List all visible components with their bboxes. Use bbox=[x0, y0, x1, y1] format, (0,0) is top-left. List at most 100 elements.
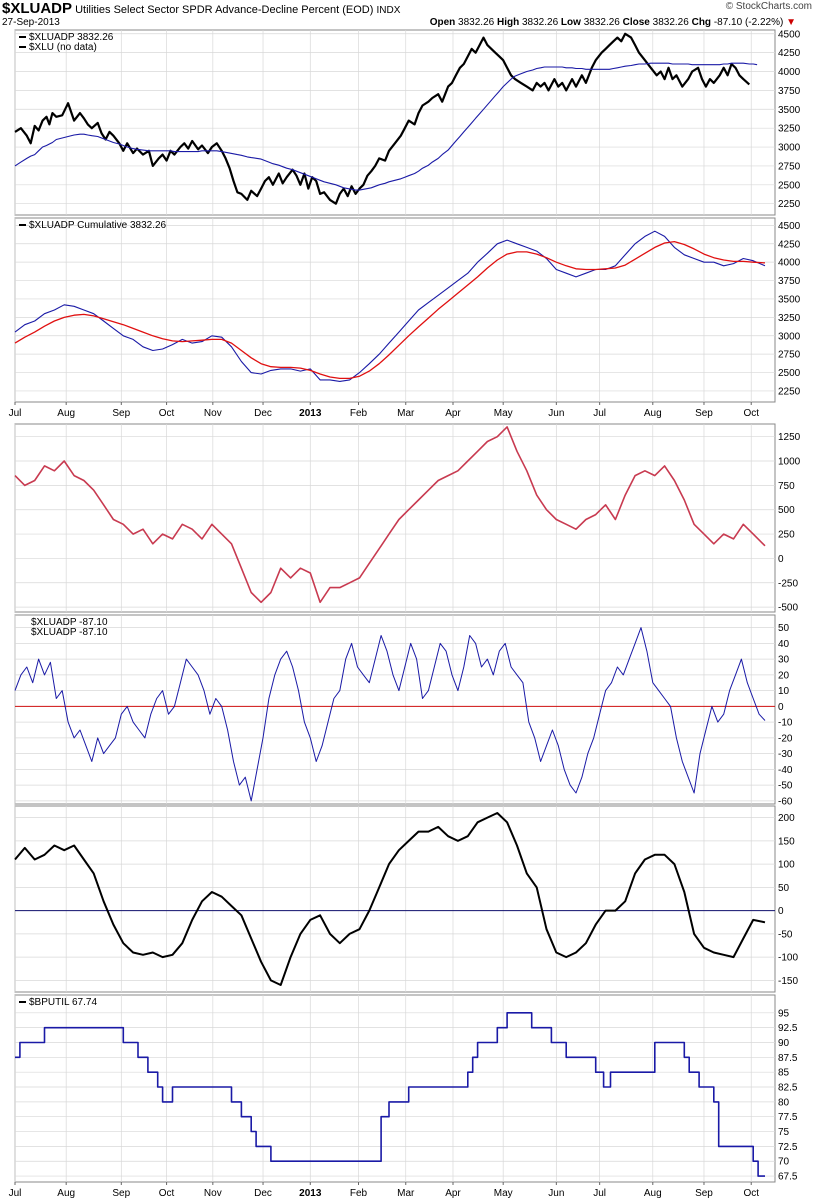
x-tick-label: Nov bbox=[204, 1188, 222, 1199]
low-label: Low bbox=[560, 17, 581, 28]
y-tick-label: 20 bbox=[778, 670, 790, 681]
y-tick-label: -20 bbox=[778, 733, 793, 744]
y-tick-label: 3250 bbox=[778, 124, 801, 135]
y-tick-label: 30 bbox=[778, 655, 790, 666]
panel-4: -60 -50 -40 -30 -20 -10 0 10 20 30 40 50 $XLUADP -87… bbox=[14, 614, 793, 807]
series-line--xluadp bbox=[14, 426, 766, 604]
y-tick-label: -30 bbox=[778, 749, 793, 760]
y-tick-label: 82.5 bbox=[778, 1083, 798, 1094]
x-tick-label: Aug bbox=[644, 1188, 662, 1199]
y-tick-label: 3750 bbox=[778, 86, 801, 97]
x-tick-label: Jun bbox=[548, 1188, 564, 1199]
y-tick-label: -500 bbox=[778, 603, 798, 614]
x-tick-label: Sep bbox=[112, 1188, 130, 1199]
series-line-ma bbox=[14, 240, 766, 380]
date-label: 27-Sep-2013 bbox=[2, 17, 60, 28]
y-tick-label: 3500 bbox=[778, 105, 801, 116]
x-tick-label: Jul bbox=[9, 408, 22, 419]
x-tick-label: Feb bbox=[350, 1188, 368, 1199]
panel-1: 2250 2500 2750 3000 3250 3500 3750 4000 4250 4500… bbox=[14, 29, 801, 216]
y-tick-label: 150 bbox=[778, 836, 795, 847]
y-tick-label: 92.5 bbox=[778, 1023, 798, 1034]
x-tick-label: Feb bbox=[350, 408, 368, 419]
series-line--xluadp bbox=[14, 627, 766, 802]
y-tick-label: 3000 bbox=[778, 331, 801, 342]
y-tick-label: -40 bbox=[778, 765, 793, 776]
x-tick-label: Oct bbox=[159, 1188, 175, 1199]
panel-5: -150 -100 -50 0 50 100 150 200 bbox=[14, 805, 798, 993]
y-tick-label: 1250 bbox=[778, 432, 801, 443]
y-tick-label: 80 bbox=[778, 1097, 790, 1108]
ohlc-strip: Open 3832.26 High 3832.26 Low 3832.26 Cl… bbox=[430, 17, 796, 28]
y-tick-label: 75 bbox=[778, 1127, 790, 1138]
close-value: 3832.26 bbox=[652, 17, 689, 28]
legend-text: $XLUADP 3832.26 bbox=[29, 32, 114, 43]
panel-frame bbox=[14, 805, 776, 993]
y-tick-label: 3500 bbox=[778, 294, 801, 305]
y-tick-label: 200 bbox=[778, 813, 795, 824]
x-tick-label: Apr bbox=[445, 1188, 461, 1199]
x-tick-label: Oct bbox=[743, 1188, 759, 1199]
x-tick-label: 2013 bbox=[299, 1188, 322, 1199]
legend-text: $XLUADP -87.10 bbox=[31, 617, 108, 628]
open-value: 3832.26 bbox=[458, 17, 495, 28]
chg-value: -87.10 (-2.22%) bbox=[713, 17, 784, 28]
x-tick-label: Sep bbox=[695, 408, 713, 419]
y-tick-label: -100 bbox=[778, 953, 798, 964]
x-tick-label: Mar bbox=[397, 408, 415, 419]
panel-2: 2250 2500 2750 3000 3250 3500 3750 4000 4250 4500… bbox=[9, 217, 801, 419]
down-arrow-icon: ▼ bbox=[786, 17, 796, 28]
high-label: High bbox=[496, 17, 520, 28]
y-tick-label: -250 bbox=[778, 578, 798, 589]
y-tick-label: 72.5 bbox=[778, 1142, 798, 1153]
y-tick-label: 4000 bbox=[778, 258, 801, 269]
series-line--bputil bbox=[15, 1012, 765, 1177]
y-tick-label: -10 bbox=[778, 718, 793, 729]
y-tick-label: 0 bbox=[778, 554, 784, 565]
panel-frame bbox=[14, 614, 776, 805]
legend-text: $XLU (no data) bbox=[29, 42, 97, 53]
y-tick-label: 500 bbox=[778, 505, 795, 516]
x-tick-label: Jul bbox=[593, 408, 606, 419]
panel-frame bbox=[14, 423, 776, 613]
y-tick-label: 4500 bbox=[778, 221, 801, 232]
y-tick-label: -60 bbox=[778, 796, 793, 807]
y-tick-label: -50 bbox=[778, 781, 793, 792]
legend-text: $XLUADP -87.10 bbox=[31, 627, 108, 638]
low-value: 3832.26 bbox=[583, 17, 620, 28]
x-tick-label: Dec bbox=[254, 408, 272, 419]
y-tick-label: 100 bbox=[778, 860, 795, 871]
y-tick-label: 0 bbox=[778, 906, 784, 917]
x-tick-label: Aug bbox=[57, 1188, 75, 1199]
y-tick-label: 95 bbox=[778, 1008, 790, 1019]
x-tick-label: Oct bbox=[159, 408, 175, 419]
x-tick-label: Apr bbox=[445, 408, 461, 419]
close-label: Close bbox=[622, 17, 650, 28]
y-tick-label: 250 bbox=[778, 530, 795, 541]
legend-text: $BPUTIL 67.74 bbox=[29, 997, 97, 1008]
x-tick-label: Mar bbox=[397, 1188, 415, 1199]
series-line--xluadp-cumulative bbox=[14, 230, 766, 382]
y-tick-label: 40 bbox=[778, 639, 790, 650]
y-tick-label: 2500 bbox=[778, 180, 801, 191]
y-tick-label: 3750 bbox=[778, 276, 801, 287]
y-tick-label: 4250 bbox=[778, 48, 801, 59]
x-tick-label: Sep bbox=[112, 408, 130, 419]
x-tick-label: May bbox=[494, 408, 513, 419]
y-tick-label: 50 bbox=[778, 883, 790, 894]
x-tick-label: Nov bbox=[204, 408, 222, 419]
y-tick-label: 2750 bbox=[778, 161, 801, 172]
x-tick-label: May bbox=[494, 1188, 513, 1199]
y-tick-label: 4250 bbox=[778, 239, 801, 250]
x-tick-label: Oct bbox=[743, 408, 759, 419]
y-tick-label: 2500 bbox=[778, 368, 801, 379]
x-tick-label: Jul bbox=[593, 1188, 606, 1199]
exchange-label: INDX bbox=[376, 5, 401, 16]
x-tick-label: Jul bbox=[9, 1188, 22, 1199]
y-tick-label: 2250 bbox=[778, 386, 801, 397]
open-label: Open bbox=[429, 17, 456, 28]
y-tick-label: 50 bbox=[778, 623, 790, 634]
chart-header-title: $XLUADP Utilities Select Sector SPDR Adv… bbox=[2, 0, 400, 17]
